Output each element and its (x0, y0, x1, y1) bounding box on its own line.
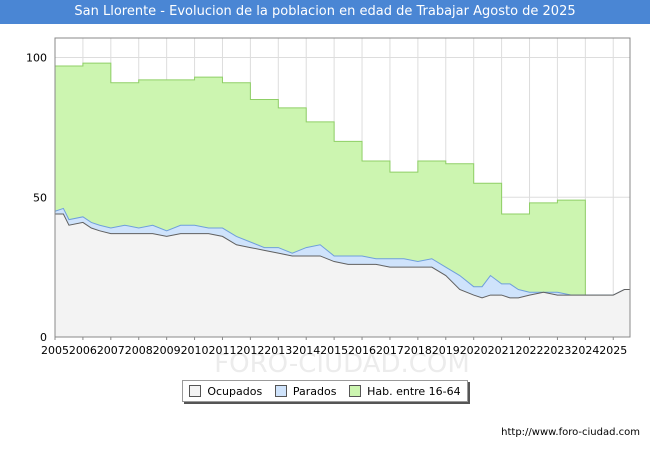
x-tick-label: 2008 (125, 344, 153, 357)
x-tick-label: 2025 (599, 344, 627, 357)
y-tick-label: 0 (40, 331, 47, 344)
x-tick-label: 2021 (488, 344, 516, 357)
legend-item-parados: Parados (274, 384, 337, 398)
x-tick-label: 2018 (404, 344, 432, 357)
x-tick-label: 2010 (181, 344, 209, 357)
x-tick-label: 2006 (69, 344, 97, 357)
legend-label-hab: Hab. entre 16-64 (367, 384, 461, 398)
x-tick-label: 2015 (320, 344, 348, 357)
watermark: FORO-CIUDAD.COM (214, 349, 470, 379)
x-tick-label: 2005 (41, 344, 69, 357)
series-ocupados-area (55, 214, 630, 337)
legend-swatch-hab (349, 385, 362, 397)
y-tick-label: 50 (33, 191, 47, 204)
x-tick-label: 2024 (571, 344, 599, 357)
legend-item-hab: Hab. entre 16-64 (349, 385, 461, 398)
series-ocupados-line (55, 213, 630, 299)
y-axis-ticks: 0 50 100 (26, 52, 47, 344)
legend-swatch-parados (274, 385, 287, 397)
x-tick-label: 2019 (432, 344, 460, 357)
x-tick-label: 2020 (460, 344, 488, 357)
legend-label-parados: Parados (292, 384, 337, 398)
x-tick-label: 2014 (292, 344, 320, 357)
series-layer (54, 62, 631, 338)
x-tick-label: 2011 (208, 344, 236, 357)
y-tick-label: 100 (26, 52, 47, 65)
x-tick-label: 2007 (97, 344, 125, 357)
x-tick-label: 2023 (543, 344, 571, 357)
series-parados-line (54, 207, 630, 296)
legend-item-ocupados: Ocupados (189, 385, 262, 398)
x-tick-label: 2022 (516, 344, 544, 357)
x-axis-ticks: 2005 2006 2007 2008 2009 2010 2011 2012 2013 2014… (41, 337, 627, 357)
legend-label-ocupados: Ocupados (207, 384, 263, 398)
legend: Ocupados Parados Hab. entre 16-64 (182, 380, 468, 402)
plot-frame (54, 37, 631, 338)
x-tick-label: 2009 (153, 344, 181, 357)
chart-title: San Llorente - Evolucion de la poblacion… (0, 0, 650, 24)
legend-swatch-ocupados (189, 385, 202, 397)
x-tick-label: 2013 (264, 344, 292, 357)
footer-url[interactable]: http://www.foro-ciudad.com (501, 427, 640, 438)
x-tick-label: 2012 (236, 344, 264, 357)
x-tick-label: 2016 (348, 344, 376, 357)
x-tick-label: 2017 (376, 344, 404, 357)
